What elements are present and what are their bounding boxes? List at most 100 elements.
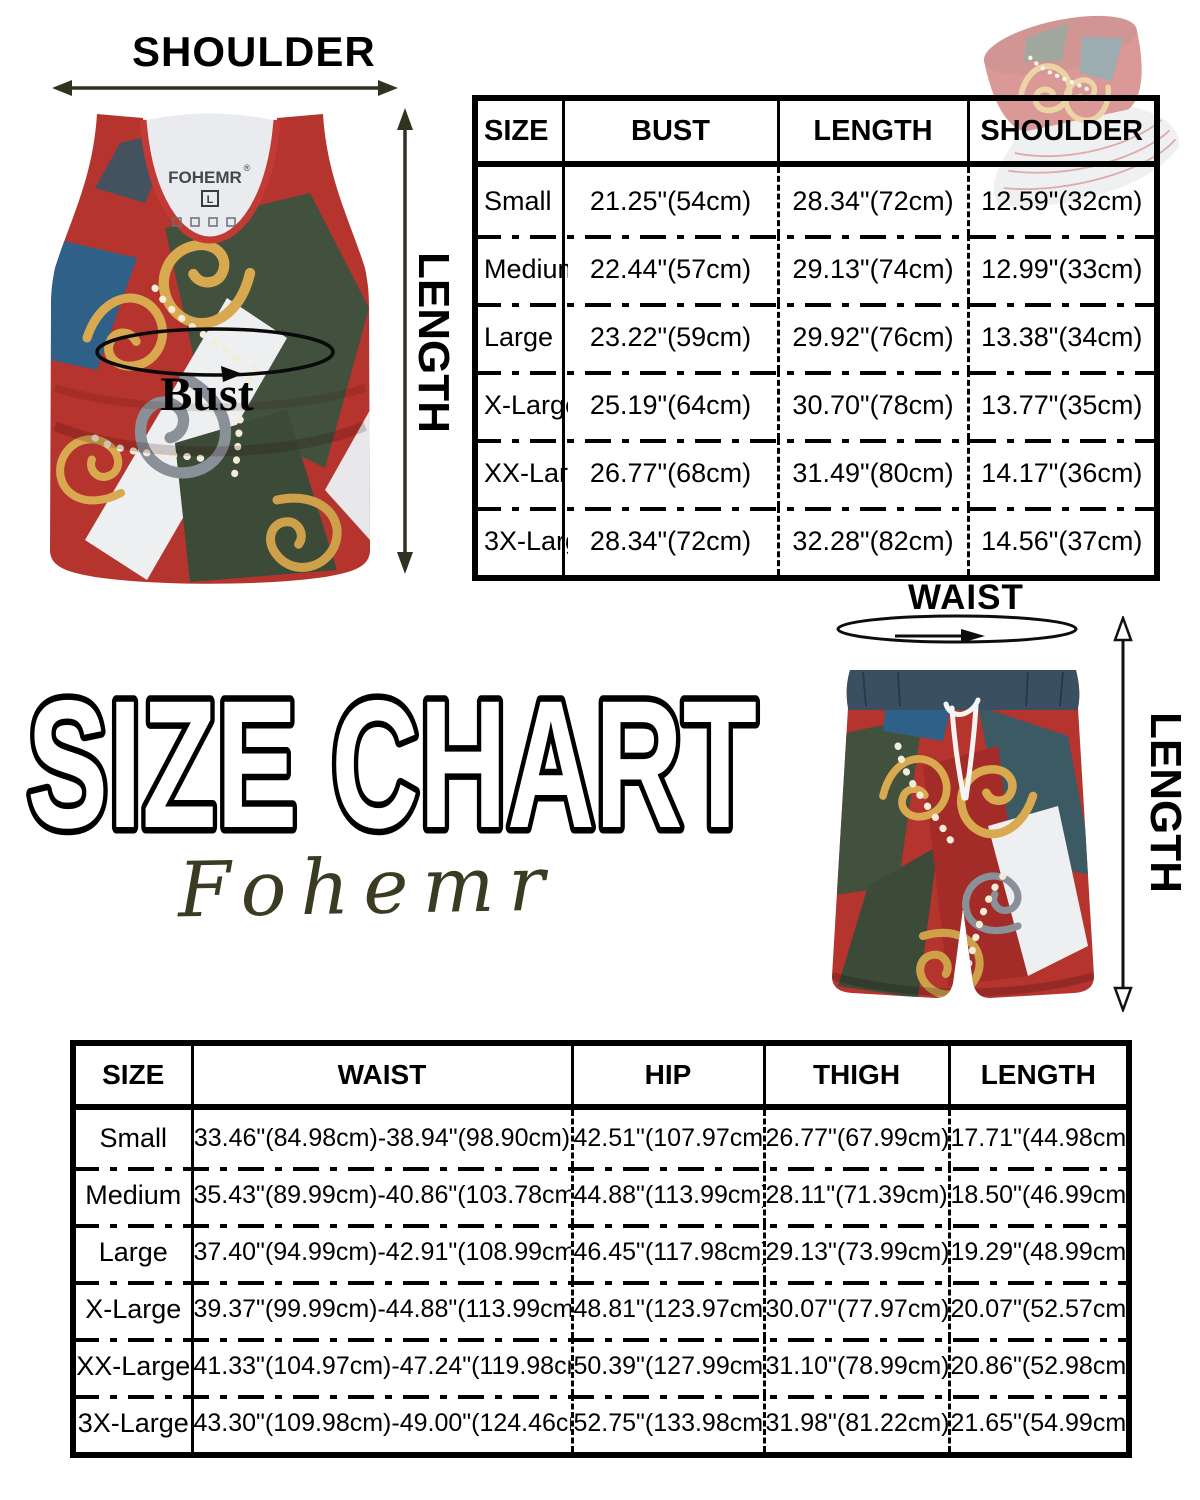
cell-value: 25.19"(64cm): [589, 389, 752, 420]
shorts-col-hip: HIP: [570, 1043, 764, 1110]
cell-value: 50.39"(127.99cm): [573, 1352, 763, 1380]
care-icons: [172, 217, 236, 227]
thigh-cell: 30.07"(77.97cm): [762, 1281, 949, 1338]
cell-value: 30.70"(78cm): [792, 389, 954, 420]
thigh-cell: 31.98"(81.22cm): [762, 1395, 949, 1455]
size-cell: Small: [73, 1107, 192, 1167]
cell-value: Medium: [484, 253, 568, 284]
size-chart-title-text: SIZE CHART: [27, 662, 757, 866]
thigh-cell: 28.11"(71.39cm): [762, 1167, 949, 1224]
table-row: Large 23.22"(59cm) 29.92"(76cm) 13.38"(3…: [475, 303, 1157, 371]
cell-value: 33.46"(84.98cm)-38.94"(98.90cm): [193, 1124, 571, 1152]
length-cell: 17.71"(44.98cm): [947, 1107, 1129, 1167]
shoulder-cell: 12.99"(33cm): [966, 235, 1157, 303]
cell-value: 23.22"(59cm): [589, 321, 752, 352]
thigh-cell: 29.13"(73.99cm): [762, 1224, 949, 1281]
cell-value: 52.75"(133.98cm): [573, 1409, 763, 1437]
cell-value: 17.71"(44.98cm): [950, 1124, 1127, 1152]
shorts-pattern: [832, 670, 1094, 998]
cell-value: 39.37"(99.99cm)-44.88"(113.99cm): [193, 1295, 571, 1323]
bust-cell: 26.77"(68cm): [561, 439, 778, 507]
table-row: XX-Large 41.33"(104.97cm)-47.24"(119.98c…: [73, 1338, 1129, 1395]
cell-value: 48.81"(123.97cm): [573, 1295, 763, 1323]
size-cell: 3X-Large: [475, 507, 568, 578]
shorts-col-waist: WAIST: [190, 1043, 572, 1110]
length-cell: 30.70"(78cm): [776, 371, 968, 439]
hip-cell: 48.81"(123.97cm): [570, 1281, 764, 1338]
cell-value: 32.28"(82cm): [792, 525, 954, 556]
cell-value: 46.45"(117.98cm): [573, 1238, 763, 1266]
shorts-col-length: LENGTH: [947, 1043, 1129, 1110]
cell-value: 14.17"(36cm): [981, 457, 1143, 488]
waist-cell: 39.37"(99.99cm)-44.88"(113.99cm): [190, 1281, 572, 1338]
cell-value: 19.29"(48.99cm): [950, 1238, 1127, 1266]
cell-value: 28.34"(72cm): [792, 185, 954, 216]
cell-value: 12.99"(33cm): [981, 253, 1143, 284]
tank-table-header-row: SIZE BUST LENGTH SHOULDER: [475, 98, 1157, 167]
drawstring: [943, 697, 981, 801]
size-tag-letter: L: [207, 194, 214, 206]
waist-cell: 37.40"(94.99cm)-42.91"(108.99cm): [190, 1224, 572, 1281]
length-cell: 20.86"(52.98cm): [947, 1338, 1129, 1395]
size-cell: 3X-Large: [73, 1395, 192, 1455]
tank-col-bust: BUST: [561, 98, 778, 167]
hip-cell: 52.75"(133.98cm): [570, 1395, 764, 1455]
size-chart-title: SIZE CHART: [21, 656, 764, 868]
tank-top-image: FOHEMR ® L Bust: [50, 113, 370, 584]
cell-value: XX-Large: [484, 457, 568, 488]
tank-label-logo: FOHEMR: [168, 168, 242, 187]
length-cell: 32.28"(82cm): [776, 507, 968, 578]
hip-cell: 50.39"(127.99cm): [570, 1338, 764, 1395]
shorts-image: [832, 670, 1094, 998]
size-cell: Small: [475, 164, 563, 235]
bust-indicator: [95, 327, 335, 382]
cell-value: Large: [98, 1237, 168, 1267]
bust-cell: 28.34"(72cm): [561, 507, 778, 578]
waist-cell: 41.33"(104.97cm)-47.24"(119.98cm): [190, 1338, 572, 1395]
thigh-cell: 26.77"(67.99cm): [762, 1107, 949, 1167]
length-cell: 29.92"(76cm): [776, 303, 968, 371]
waist-cell: 43.30"(109.98cm)-49.00"(124.46cm): [190, 1395, 572, 1455]
length-cell: 20.07"(52.57cm): [947, 1281, 1129, 1338]
brand-signature: Fohemr: [177, 838, 560, 935]
cell-value: Small: [484, 185, 552, 216]
size-cell: Medium: [73, 1167, 192, 1224]
cell-value: 28.34"(72cm): [589, 525, 752, 556]
table-row: 3X-Large 43.30"(109.98cm)-49.00"(124.46c…: [73, 1395, 1129, 1455]
cell-value: 21.65"(54.99cm): [950, 1409, 1127, 1437]
length-cell: 21.65"(54.99cm): [947, 1395, 1129, 1455]
table-row: Large 37.40"(94.99cm)-42.91"(108.99cm) 4…: [73, 1224, 1129, 1281]
cell-value: 20.86"(52.98cm): [950, 1352, 1127, 1380]
size-cell: Large: [73, 1224, 192, 1281]
shoulder-cell: 13.77"(35cm): [966, 371, 1157, 439]
waist-cell: 33.46"(84.98cm)-38.94"(98.90cm): [190, 1107, 572, 1167]
shoulder-arrow: [52, 80, 398, 96]
tank-neck-panel: [139, 113, 281, 244]
tank-col-length: LENGTH: [776, 98, 968, 167]
cell-value: 29.13"(74cm): [792, 253, 954, 284]
cell-value: 31.49"(80cm): [792, 457, 954, 488]
table-row: 3X-Large 28.34"(72cm) 32.28"(82cm) 14.56…: [475, 507, 1157, 578]
cell-value: 13.38"(34cm): [981, 321, 1143, 352]
hip-cell: 44.88"(113.99cm): [570, 1167, 764, 1224]
tank-length-arrow: [397, 108, 413, 574]
tank-col-size: SIZE: [475, 98, 563, 167]
hip-cell: 46.45"(117.98cm): [570, 1224, 764, 1281]
length-cell: 19.29"(48.99cm): [947, 1224, 1129, 1281]
length-cell: 18.50"(46.99cm): [947, 1167, 1129, 1224]
size-cell: X-Large: [475, 371, 568, 439]
size-cell: Medium: [475, 235, 568, 303]
size-tag-box: [201, 190, 219, 207]
cell-value: 3X-Large: [484, 525, 568, 556]
cell-value: 29.92"(76cm): [792, 321, 954, 352]
size-cell: XX-Large: [73, 1338, 192, 1395]
tank-label-mark: ®: [244, 163, 251, 173]
bust-cell: 25.19"(64cm): [561, 371, 778, 439]
bust-cell: 21.25"(54cm): [561, 164, 778, 235]
cell-value: 13.77"(35cm): [981, 389, 1143, 420]
cell-value: 14.56"(37cm): [981, 525, 1143, 556]
cell-value: XX-Large: [76, 1351, 191, 1381]
cell-value: X-Large: [85, 1294, 182, 1324]
table-row: Medium 22.44"(57cm) 29.13"(74cm) 12.99"(…: [475, 235, 1157, 303]
cell-value: 26.77"(68cm): [589, 457, 752, 488]
